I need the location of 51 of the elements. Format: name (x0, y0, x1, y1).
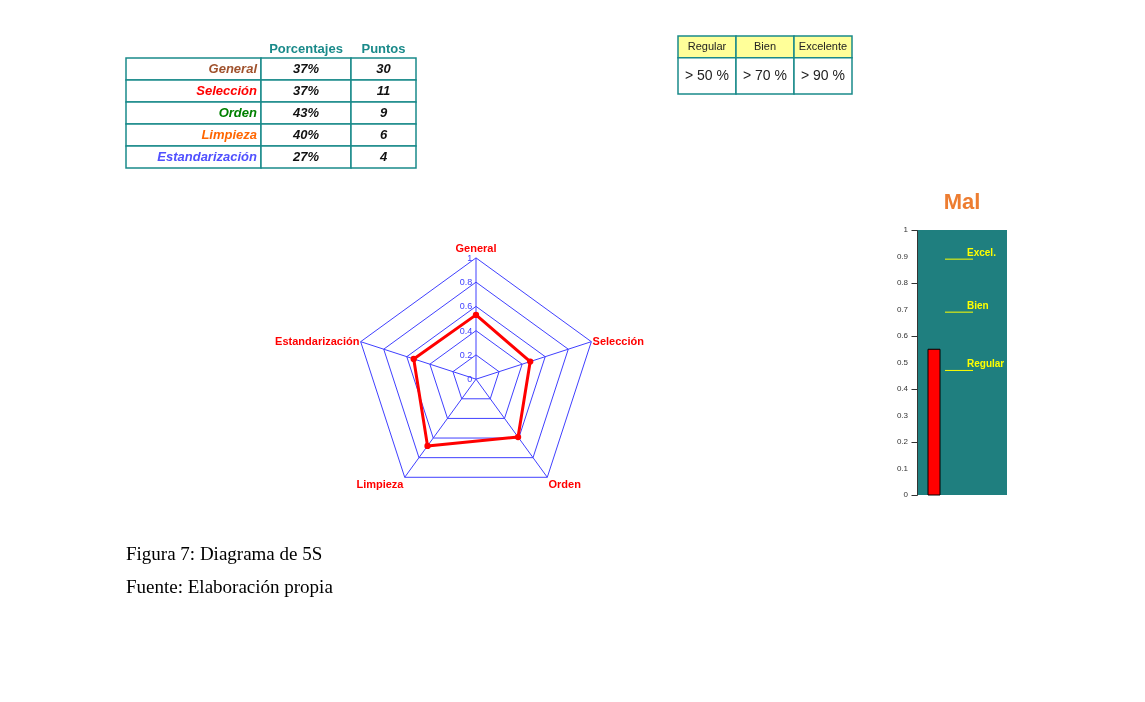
y-tick-label: 0 (903, 490, 909, 499)
spoke-label: General (455, 242, 497, 255)
data-label: 27% (291, 149, 320, 164)
spoke-label: Selección (592, 334, 645, 347)
category-label: Regular (687, 39, 727, 52)
source-note: Fuente: Elaboración propia (126, 575, 334, 597)
category-label: Orden (218, 105, 258, 120)
chart-title: Mal (943, 189, 981, 214)
spoke-label: Orden (548, 477, 582, 490)
category-label: Estandarización (157, 149, 258, 164)
category-label: Bien (753, 39, 777, 52)
data-label: > 90 % (801, 66, 845, 83)
data-label: 37% (292, 83, 320, 98)
y-tick-label: 0.9 (896, 251, 909, 261)
y-tick-label: 0.2 (459, 349, 473, 360)
data-label: 43% (291, 105, 320, 120)
y-tick-label: 0.2 (896, 437, 909, 446)
data-label: 11 (376, 83, 391, 98)
y-tick-label: 0.5 (896, 357, 909, 367)
y-tick-label: 1 (467, 252, 473, 263)
text: Figura 7: Diagrama de 5S (126, 542, 323, 564)
data-label: 37% (292, 61, 320, 76)
spoke-label: Estandarización (275, 334, 360, 347)
spoke-label: Limpieza (356, 477, 405, 490)
category-label: Limpieza (201, 127, 257, 142)
y-tick-label: 0.1 (896, 463, 909, 473)
y-tick-label: 0.3 (896, 410, 909, 420)
data-label: 6 (379, 127, 388, 142)
data-label: 9 (379, 105, 388, 120)
y-tick-label: 0.8 (459, 277, 473, 288)
ref-line-label: Bien (967, 300, 989, 312)
series-label: Puntos (361, 41, 406, 57)
data-label: > 50 % (685, 66, 729, 83)
y-tick-label: 0.8 (896, 278, 909, 287)
series-label: Porcentajes (269, 41, 343, 57)
data-label: > 70 % (743, 66, 787, 83)
y-tick-label: 0.4 (459, 325, 473, 336)
y-tick-label: 0 (467, 374, 473, 385)
y-tick-label: 0.4 (896, 384, 909, 393)
category-label: General (208, 61, 258, 76)
category-label: Excelente (798, 39, 848, 52)
data-label: 40% (291, 127, 320, 142)
y-tick-label: 1 (903, 225, 909, 234)
y-tick-label: 0.7 (896, 304, 909, 314)
y-tick-label: 0.6 (896, 331, 909, 340)
data-label: 30 (376, 61, 392, 76)
ref-line-label: Regular (967, 358, 1005, 370)
category-label: Selección (196, 83, 258, 98)
data-label: 4 (378, 149, 388, 164)
ref-line-label: Excel. (967, 247, 997, 259)
y-tick-label: 0.6 (459, 301, 473, 312)
